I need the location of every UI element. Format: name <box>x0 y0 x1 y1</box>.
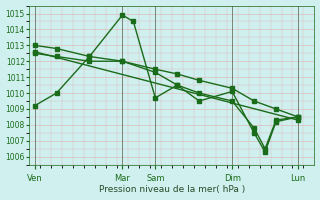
X-axis label: Pression niveau de la mer( hPa ): Pression niveau de la mer( hPa ) <box>99 185 245 194</box>
